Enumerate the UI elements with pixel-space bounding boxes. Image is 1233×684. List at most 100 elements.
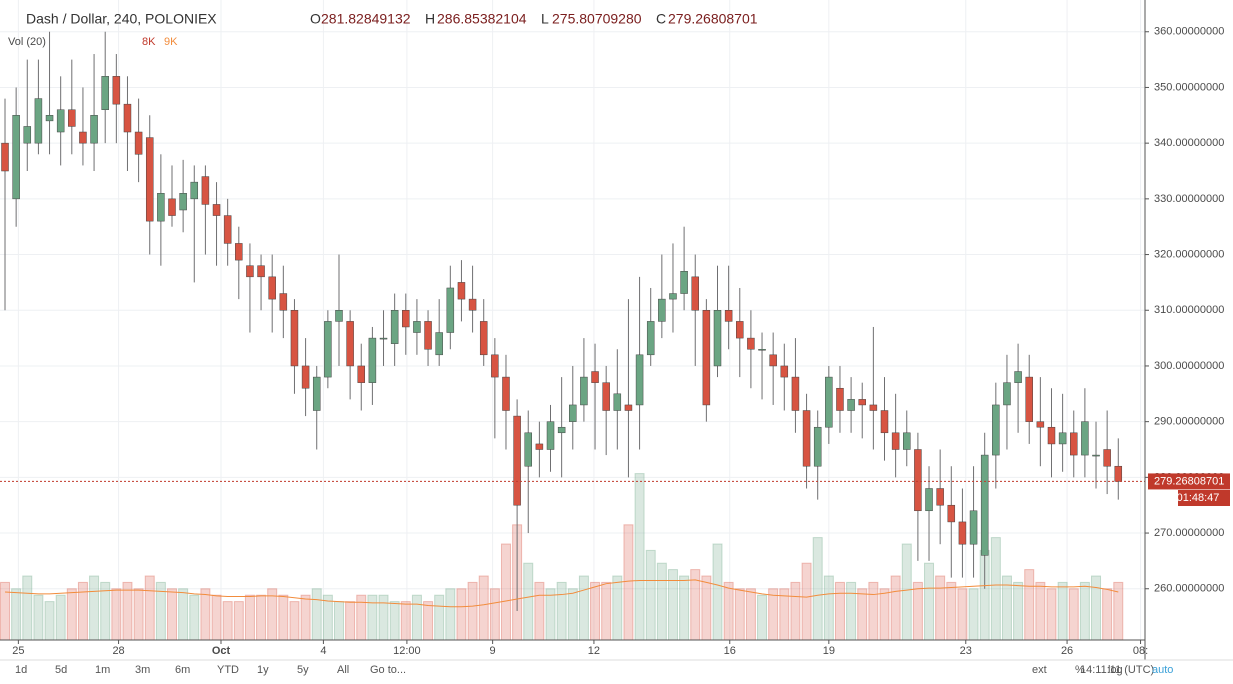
candle-body [90, 115, 98, 144]
volume-bar [367, 594, 378, 641]
volume-bar [1068, 588, 1079, 641]
volume-bar [256, 594, 267, 641]
volume-bar [44, 601, 55, 641]
candle-body [357, 365, 366, 383]
candle-body [424, 321, 432, 350]
candle-body [1058, 432, 1067, 445]
candle-body [101, 76, 109, 110]
volume-bar [55, 594, 66, 641]
volume-bar [968, 588, 979, 641]
toolbar-option[interactable]: auto [1152, 664, 1173, 676]
x-tick-label: 4 [320, 645, 326, 657]
ohlc-label: O [310, 11, 321, 27]
candle-body [290, 310, 299, 367]
candle-body [145, 137, 154, 222]
toolbar-button[interactable]: 3m [135, 664, 150, 676]
volume-bar [200, 588, 211, 641]
volume-bar [723, 581, 734, 641]
volume-bar [345, 601, 356, 641]
candle-body [624, 404, 633, 411]
y-tick-label: 260.00000000 [1154, 583, 1224, 595]
volume-bar [1079, 581, 1090, 641]
candle-body [1103, 449, 1111, 467]
volume-bar [322, 594, 333, 641]
volume-bar [857, 588, 868, 641]
volume-bar [244, 594, 255, 641]
volume-bar [534, 581, 545, 641]
candle-body [457, 282, 466, 300]
candle-body [880, 410, 889, 434]
volume-bar [456, 588, 467, 641]
volume-ma-value: 9K [164, 36, 178, 48]
toolbar-button[interactable]: All [337, 664, 349, 676]
volume-bar [567, 588, 578, 641]
candle-body [491, 354, 499, 378]
volume-bar [278, 594, 289, 641]
candle-body [680, 271, 688, 294]
candle-body [780, 365, 789, 378]
volume-bar [1013, 581, 1024, 641]
candle-body [56, 109, 65, 133]
volume-bar [423, 601, 434, 641]
toolbar-option[interactable]: ext [1032, 664, 1047, 676]
candle-body [1036, 421, 1045, 428]
candle-body [346, 321, 354, 367]
y-tick-label: 350.00000000 [1154, 81, 1224, 93]
candle-body [669, 293, 677, 300]
candle-body [713, 310, 722, 367]
volume-bar [656, 562, 667, 641]
candle-body [914, 449, 922, 512]
volume-bar [11, 588, 22, 641]
volume-bar [33, 594, 44, 641]
countdown-box [1178, 490, 1230, 506]
volume-bar [890, 575, 901, 641]
volume-bar [679, 575, 690, 641]
toolbar-button[interactable]: Go to... [370, 664, 406, 676]
candle-body [903, 432, 911, 450]
volume-bar [500, 543, 511, 641]
candle-body [123, 103, 132, 133]
volume-bar [77, 581, 88, 641]
volume-bar [712, 543, 723, 641]
toolbar-button[interactable]: 6m [175, 664, 190, 676]
volume-ma-line [4, 579, 1119, 608]
volume-bar [311, 588, 322, 641]
y-tick-label: 270.00000000 [1154, 527, 1224, 539]
toolbar-button[interactable]: 5y [297, 664, 309, 676]
toolbar-button[interactable]: 1d [15, 664, 27, 676]
candle-body [635, 354, 644, 406]
y-tick-label: 320.00000000 [1154, 248, 1224, 260]
candle-body [613, 393, 622, 411]
toolbar-button[interactable]: 1y [257, 664, 269, 676]
ohlc-value: 279.26808701 [668, 11, 758, 27]
toolbar-option[interactable]: log [1108, 664, 1123, 676]
ohlc-value: 275.80709280 [552, 11, 642, 27]
volume-bar [0, 581, 11, 641]
candle-body [390, 310, 399, 344]
candle-body [825, 376, 833, 428]
ohlc-label: C [656, 11, 666, 27]
toolbar-button[interactable]: 1m [95, 664, 110, 676]
candle-body [535, 443, 544, 450]
volume-bar [389, 601, 400, 641]
x-tick-label: 12:00 [393, 645, 421, 657]
candle-body [791, 376, 800, 411]
toolbar-button[interactable]: 5d [55, 664, 67, 676]
x-tick-label: 08: [1133, 645, 1148, 657]
candle-body [279, 293, 288, 311]
candle-body [1092, 454, 1100, 457]
volume-bar [957, 588, 968, 641]
volume-bar [834, 581, 845, 641]
candle-body [958, 521, 967, 545]
volume-bar [946, 581, 957, 641]
candle-body [724, 310, 733, 322]
candle-body [402, 310, 410, 328]
candle-body [602, 382, 610, 411]
candle-body [268, 276, 276, 300]
volume-bar [434, 594, 445, 641]
y-tick-label: 360.00000000 [1154, 26, 1224, 38]
toolbar-button[interactable]: YTD [217, 664, 239, 676]
candle-body [223, 215, 232, 244]
candle-body [112, 76, 121, 105]
toolbar-option[interactable]: % [1075, 664, 1085, 676]
